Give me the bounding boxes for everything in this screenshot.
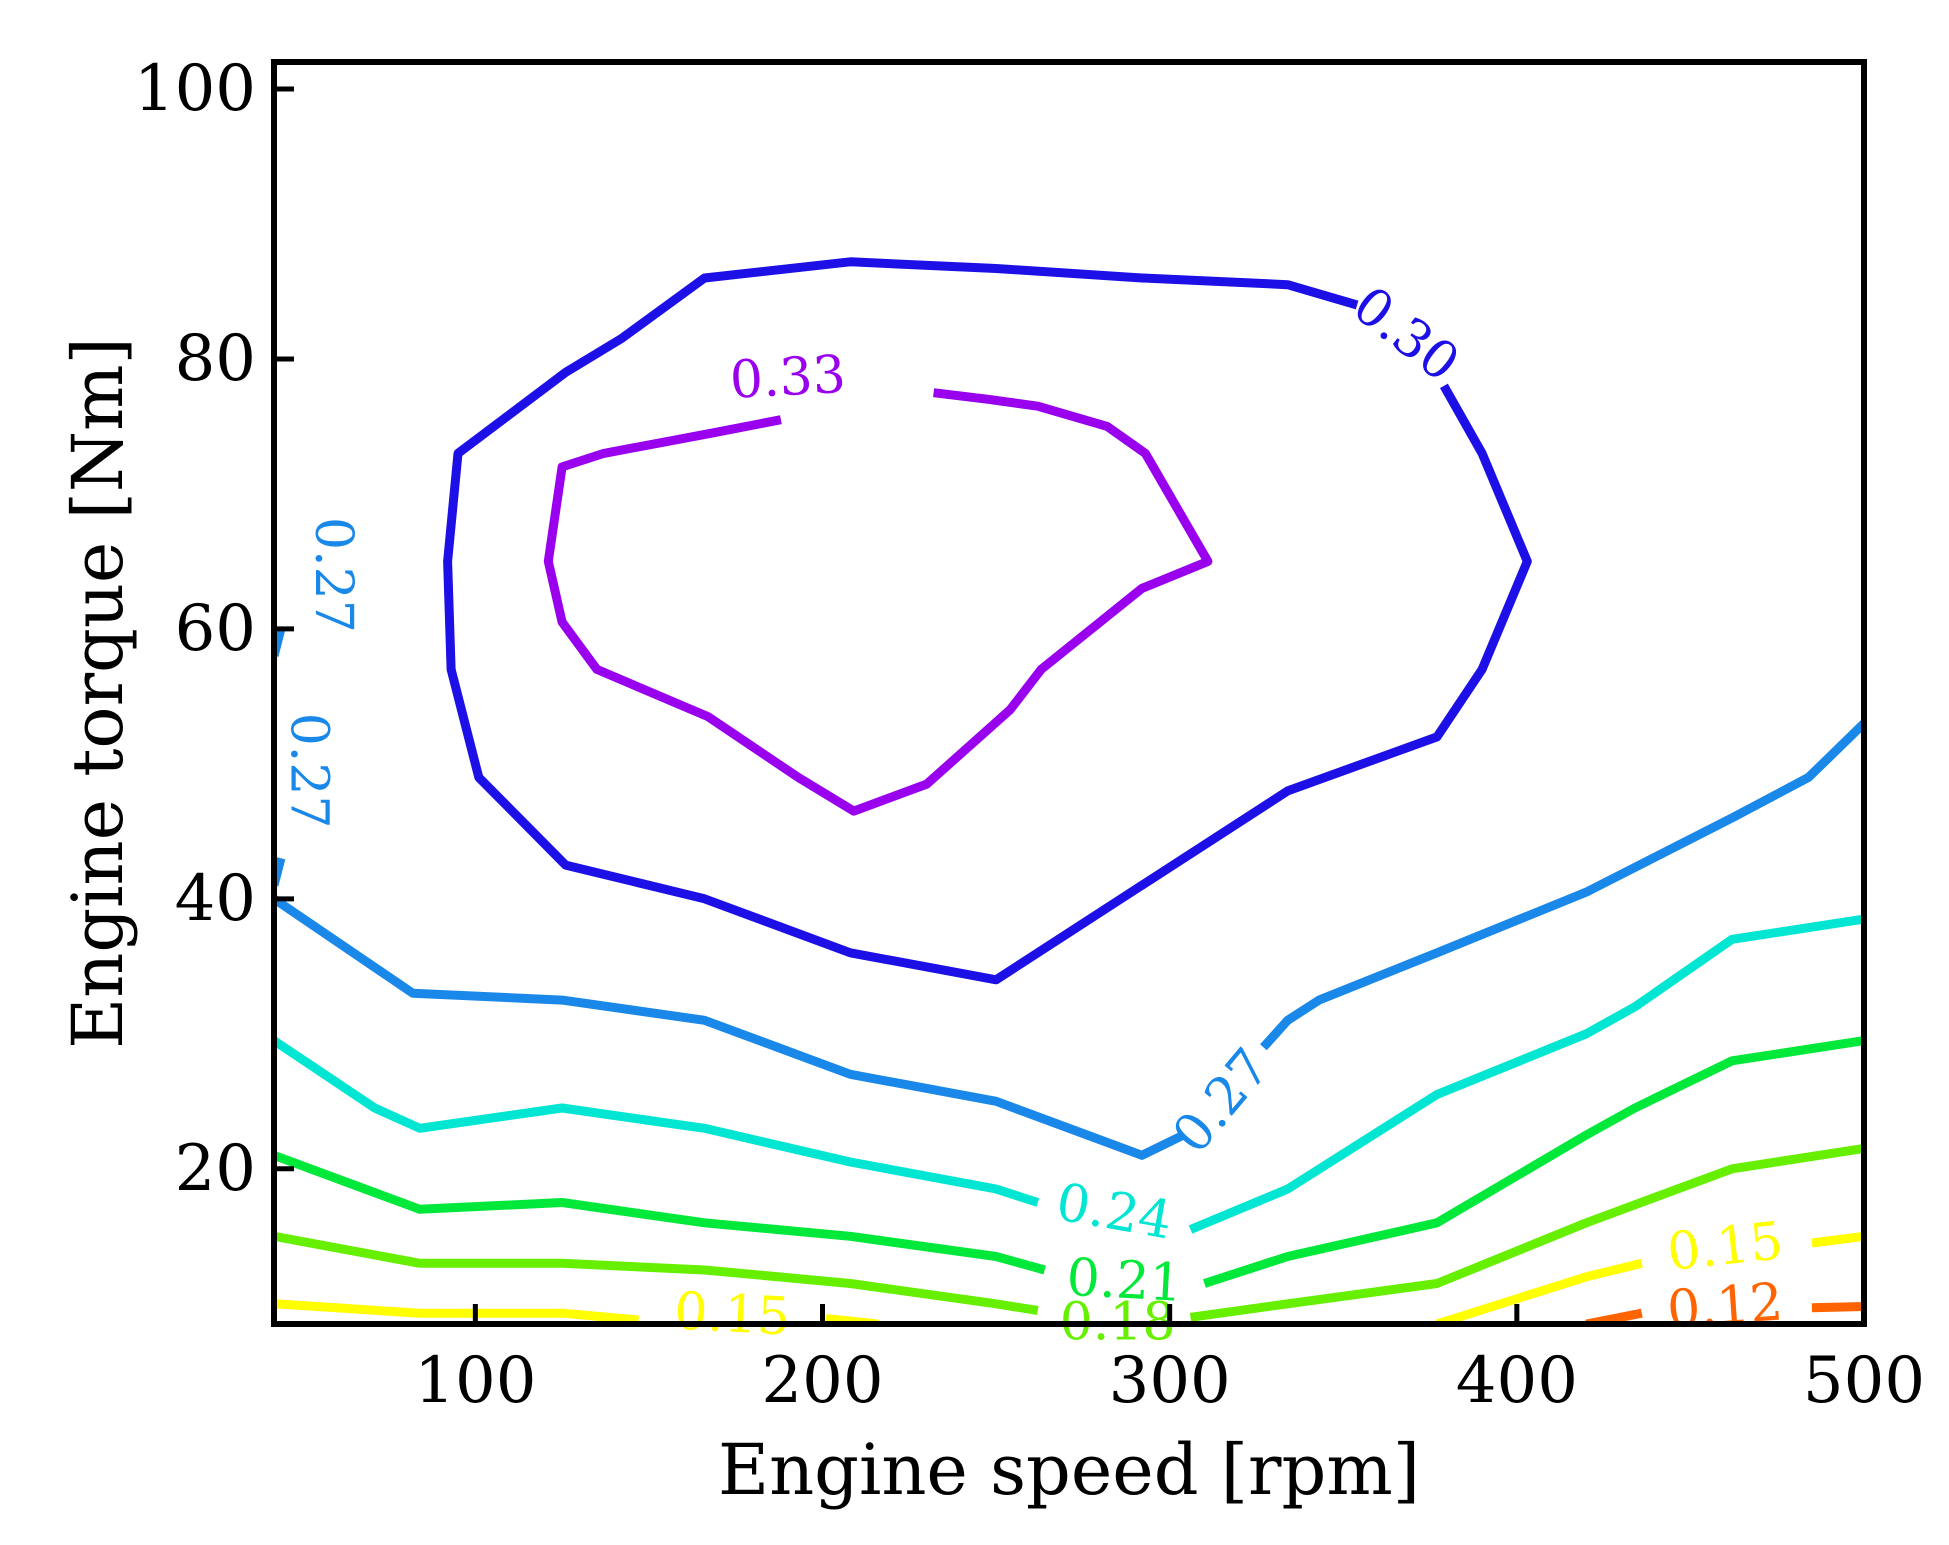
- x-axis: 100 200 300 400 500: [414, 1304, 1925, 1418]
- x-tick-label-500: 500: [1803, 1344, 1925, 1418]
- contour-label-021-6: 0.21: [1065, 1248, 1184, 1314]
- y-axis-title: Engine torque [Nm]: [57, 337, 139, 1049]
- contour-level-0.15-left: [274, 1299, 639, 1324]
- contour-level-0.21-left: [274, 1151, 1046, 1275]
- y-axis: 20 40 60 80 100: [134, 52, 294, 1206]
- contour-label-015-9: 0.15: [1664, 1211, 1785, 1283]
- y-tick-label-100: 100: [134, 52, 256, 126]
- contour-lines: [274, 257, 1864, 1324]
- contour-level-0.24-right: [1188, 914, 1864, 1234]
- contour-label-024-5: 0.24: [1052, 1172, 1176, 1251]
- contour-label-033-0: 0.33: [728, 345, 847, 411]
- contour-label-027-4: 0.27: [1162, 1038, 1282, 1165]
- contour-label-012-10: 0.12: [1665, 1272, 1785, 1340]
- contour-level-0.12-b: [1811, 1302, 1864, 1313]
- contour-label-015-8: 0.15: [673, 1282, 792, 1348]
- x-tick-label-100: 100: [414, 1344, 536, 1418]
- contour-label-027-3: 0.27: [279, 713, 339, 829]
- contour-labels: 0.33 0.300.270.270.270.240.210.180.150.15…: [279, 275, 1786, 1352]
- y-tick-label-20: 20: [175, 1132, 256, 1206]
- y-tick-label-60: 60: [175, 592, 256, 666]
- contour-label-030-1: 0.30: [1342, 275, 1470, 394]
- contour-level-0.21-right: [1203, 1036, 1864, 1288]
- contour-level-0.27-main: [274, 895, 1186, 1160]
- contour-level-0.33: [543, 388, 1213, 816]
- x-axis-title: Engine speed [rpm]: [718, 1429, 1420, 1511]
- contour-level-0.18-left: [274, 1231, 1039, 1315]
- contour-level-0.15-right-b: [1811, 1231, 1864, 1248]
- contour-label-027-2: 0.27: [303, 517, 363, 633]
- x-tick-label-400: 400: [1456, 1344, 1578, 1418]
- contour-level-0.27-right: [1260, 720, 1864, 1051]
- contour-level-0.18-right: [1189, 1144, 1864, 1322]
- y-tick-label-80: 80: [175, 322, 256, 396]
- x-tick-label-300: 300: [1109, 1344, 1231, 1418]
- x-tick-label-200: 200: [761, 1344, 883, 1418]
- plot-frame: [271, 59, 1867, 1327]
- contour-level-0.24-left: [274, 1036, 1040, 1207]
- contour-level-0.15-right: [1435, 1258, 1643, 1324]
- contour-level-0.30: [443, 257, 1532, 985]
- y-tick-label-40: 40: [175, 862, 256, 936]
